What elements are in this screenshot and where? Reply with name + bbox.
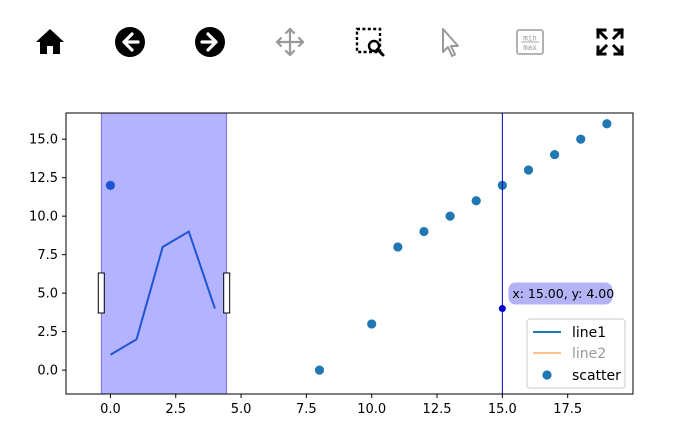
scatter-point xyxy=(445,211,455,221)
legend-marker-scatter xyxy=(542,370,552,380)
scatter-point xyxy=(523,165,534,175)
coordinate-readout: x: 15.00, y: 4.00 xyxy=(512,286,614,301)
zoom-rect-icon xyxy=(355,27,385,57)
max-label: max xyxy=(523,43,537,52)
x-tick-label: 10.0 xyxy=(357,402,386,417)
legend: line1 line2 scatter xyxy=(526,318,626,389)
y-tick-label: 0.0 xyxy=(37,364,58,379)
x-tick-label: 0.0 xyxy=(100,402,121,417)
home-button[interactable] xyxy=(32,24,68,60)
legend-item-line1[interactable]: line1 xyxy=(533,325,606,341)
x-tick-label: 15.0 xyxy=(488,402,517,417)
series-line-line1 xyxy=(109,230,216,356)
x-tick-label: 7.5 xyxy=(296,402,317,417)
min-label: min xyxy=(523,34,537,43)
arrow-right-icon xyxy=(195,27,225,57)
toolbar: min max xyxy=(0,0,683,86)
y-tick-label: 7.5 xyxy=(37,248,58,263)
legend-item-line2[interactable]: line2 xyxy=(533,346,606,362)
y-tick-label: 2.5 xyxy=(37,325,58,340)
y-tick-label: 10.0 xyxy=(29,210,58,225)
min-max-icon: min max xyxy=(516,29,544,55)
min-max-button[interactable]: min max xyxy=(512,24,548,60)
coordinate-readout-box xyxy=(508,282,613,305)
pointer-icon xyxy=(442,28,459,57)
scatter-point xyxy=(419,226,429,237)
y-tick-label: 12.5 xyxy=(29,171,58,186)
scatter-point xyxy=(576,134,586,144)
legend-label-scatter: scatter xyxy=(572,368,621,384)
forward-button[interactable] xyxy=(192,24,228,60)
span-handle-right[interactable] xyxy=(223,272,231,314)
cursor-point xyxy=(498,305,506,313)
axes-frame xyxy=(65,112,634,395)
arrow-left-icon xyxy=(115,27,145,57)
select-button[interactable] xyxy=(432,24,468,60)
y-tick-label: 5.0 xyxy=(37,287,58,302)
span-handle-left[interactable] xyxy=(97,272,105,314)
fullscreen-icon xyxy=(595,27,625,57)
legend-frame xyxy=(526,318,626,389)
x-tick-label: 12.5 xyxy=(423,402,452,417)
back-button[interactable] xyxy=(112,24,148,60)
span-selection[interactable] xyxy=(100,112,228,395)
scatter-point xyxy=(314,365,325,375)
zoom-button[interactable] xyxy=(352,24,388,60)
scatter-point xyxy=(602,119,612,129)
x-tick-label: 5.0 xyxy=(231,402,252,417)
scatter-point xyxy=(105,180,116,190)
scatter-point xyxy=(367,319,377,329)
scatter-point xyxy=(471,196,481,206)
fullscreen-button[interactable] xyxy=(592,24,628,60)
home-icon xyxy=(36,29,64,54)
y-tick-label: 15.0 xyxy=(29,133,58,148)
x-tick-label: 2.5 xyxy=(165,402,186,417)
scatter-point xyxy=(550,149,560,160)
plot-area xyxy=(105,119,612,375)
legend-label-line2: line2 xyxy=(572,346,606,362)
legend-item-scatter[interactable]: scatter xyxy=(542,368,621,384)
move-icon xyxy=(275,27,305,57)
legend-label-line1: line1 xyxy=(572,325,606,341)
x-tick-label: 17.5 xyxy=(553,402,582,417)
scatter-point xyxy=(393,242,403,252)
pan-button[interactable] xyxy=(272,24,308,60)
